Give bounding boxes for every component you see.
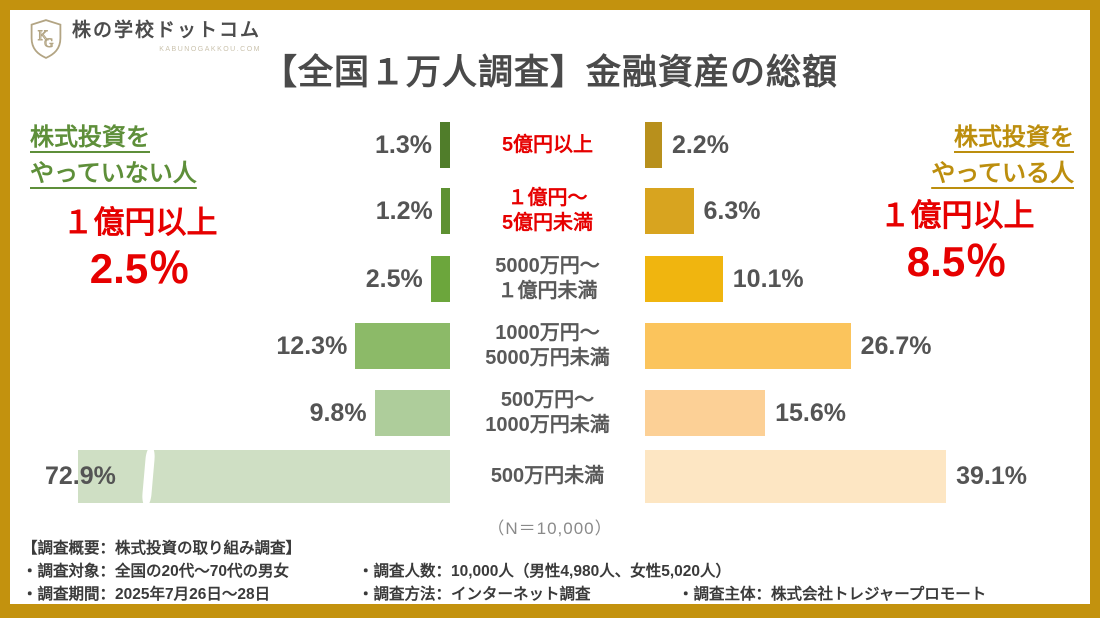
svg-text:K: K — [38, 28, 49, 44]
left-bar-group: 12.3% — [10, 315, 450, 377]
left-bar — [430, 256, 450, 302]
left-group-header: 株式投資を やっていない人 — [30, 120, 197, 192]
right-bar-group: 15.6% — [645, 382, 1090, 444]
right-bar-group: 2.2% — [645, 114, 1090, 176]
right-bar — [645, 323, 851, 369]
right-value-label: 2.2% — [671, 130, 729, 159]
category-label: 5000万円〜 １億円未満 — [450, 248, 645, 310]
left-bar-group: 1.2% — [10, 180, 450, 242]
left-bar-group: 72.9% — [10, 440, 450, 512]
left-value-label: 72.9% — [45, 461, 116, 490]
content-area: K G 株の学校ドットコム KABUNOGAKKOU.COM 【全国１万人調査】… — [10, 10, 1090, 604]
survey-target: ・調査対象：全国の20代〜70代の男女 — [22, 563, 289, 580]
right-highlight-value: 8.5％ — [906, 238, 1008, 286]
page-title: 【全国１万人調査】金融資産の総額 — [261, 53, 838, 92]
category-label: 500万円〜 1000万円未満 — [450, 382, 645, 444]
right-bar — [645, 122, 662, 168]
right-bar — [645, 390, 766, 436]
brand-logo: K G 株の学校ドットコム KABUNOGAKKOU.COM — [28, 18, 261, 65]
left-bar — [374, 390, 450, 436]
category-line: 1000万円未満 — [485, 414, 610, 436]
category-line: 5億円以上 — [501, 133, 594, 156]
brand-domain: KABUNOGAKKOU.COM — [159, 45, 262, 53]
left-highlight: １億円以上 2.5％ — [34, 203, 246, 296]
brand-name: 株の学校ドットコム — [72, 20, 262, 41]
category-line: 5億円未満 — [501, 212, 594, 234]
left-bar — [440, 122, 450, 168]
right-bar-group: 10.1% — [645, 248, 1090, 310]
survey-count: ・調査人数：10,000人（男性4,980人、女性5,020人） — [358, 563, 731, 580]
category-label: 5億円以上 — [450, 114, 645, 176]
left-bar — [355, 323, 450, 369]
category-line: １億円〜 — [507, 187, 588, 209]
left-value-label: 9.8% — [309, 398, 367, 427]
category-label: 500万円未満 — [450, 440, 645, 512]
right-bar-group: 6.3% — [645, 180, 1090, 242]
sample-size-note: （N＝10,000） — [487, 519, 613, 538]
left-highlight-label: １億円以上 — [62, 205, 218, 240]
right-value-label: 15.6% — [775, 398, 846, 427]
right-bar-group: 26.7% — [645, 315, 1090, 377]
right-group-header-line1: 株式投資を — [954, 124, 1074, 151]
chart-row: 1.2% １億円〜 5億円未満 6.3% — [10, 180, 1090, 242]
right-highlight: １億円以上 8.5％ — [842, 196, 1072, 289]
survey-organizer: ・調査主体：株式会社トレジャープロモート — [678, 586, 987, 603]
survey-heading: 【調査概要：株式投資の取り組み調査】 — [22, 540, 302, 557]
left-group-header-line2: やっていない人 — [30, 160, 197, 187]
right-value-label: 39.1% — [956, 461, 1027, 490]
category-line: 5000万円未満 — [485, 347, 610, 369]
category-line: 1000万円〜 — [495, 322, 600, 344]
right-value-label: 10.1% — [732, 264, 804, 293]
survey-method: ・調査方法：インターネット調査 — [358, 586, 591, 603]
svg-text:G: G — [44, 36, 53, 50]
right-bar-group: 39.1% — [645, 440, 1090, 512]
left-highlight-value: 2.5％ — [89, 245, 191, 293]
right-bar — [645, 256, 723, 302]
left-value-label: 2.5% — [365, 264, 423, 293]
right-bar — [645, 188, 694, 234]
category-label: １億円〜 5億円未満 — [450, 180, 645, 242]
left-value-label: 1.2% — [375, 196, 433, 225]
shield-logo-icon: K G — [28, 18, 64, 65]
chart-row: 9.8% 500万円〜 1000万円未満 15.6% — [10, 382, 1090, 444]
right-group-header: 株式投資を やっている人 — [931, 120, 1074, 192]
category-line: １億円未満 — [497, 280, 598, 302]
right-bar — [645, 449, 947, 503]
left-bar-group: 2.5% — [10, 248, 450, 310]
left-bar-group: 1.3% — [10, 114, 450, 176]
chart-row: 1.3% 5億円以上 2.2% — [10, 114, 1090, 176]
right-value-label: 26.7% — [860, 331, 932, 360]
chart-row: 2.5% 5000万円〜 １億円未満 10.1% — [10, 248, 1090, 310]
category-line: 5000万円〜 — [495, 255, 600, 277]
category-line: 500万円〜 — [500, 389, 595, 411]
left-bar — [78, 449, 450, 503]
right-group-header-line2: やっている人 — [931, 160, 1074, 187]
left-value-label: 12.3% — [276, 331, 348, 360]
left-bar — [440, 188, 450, 234]
chart-row: 12.3% 1000万円〜 5000万円未満 26.7% — [10, 315, 1090, 377]
right-value-label: 6.3% — [703, 196, 761, 225]
left-group-header-line1: 株式投資を — [30, 124, 150, 151]
right-highlight-label: １億円以上 — [879, 198, 1035, 233]
category-line: 500万円未満 — [490, 464, 605, 487]
left-value-label: 1.3% — [375, 130, 432, 159]
chart-row: 72.9% 500万円未満 39.1% — [10, 440, 1090, 512]
left-bar-group: 9.8% — [10, 382, 450, 444]
survey-period: ・調査期間：2025年7月26日〜28日 — [22, 586, 271, 603]
category-label: 1000万円〜 5000万円未満 — [450, 315, 645, 377]
